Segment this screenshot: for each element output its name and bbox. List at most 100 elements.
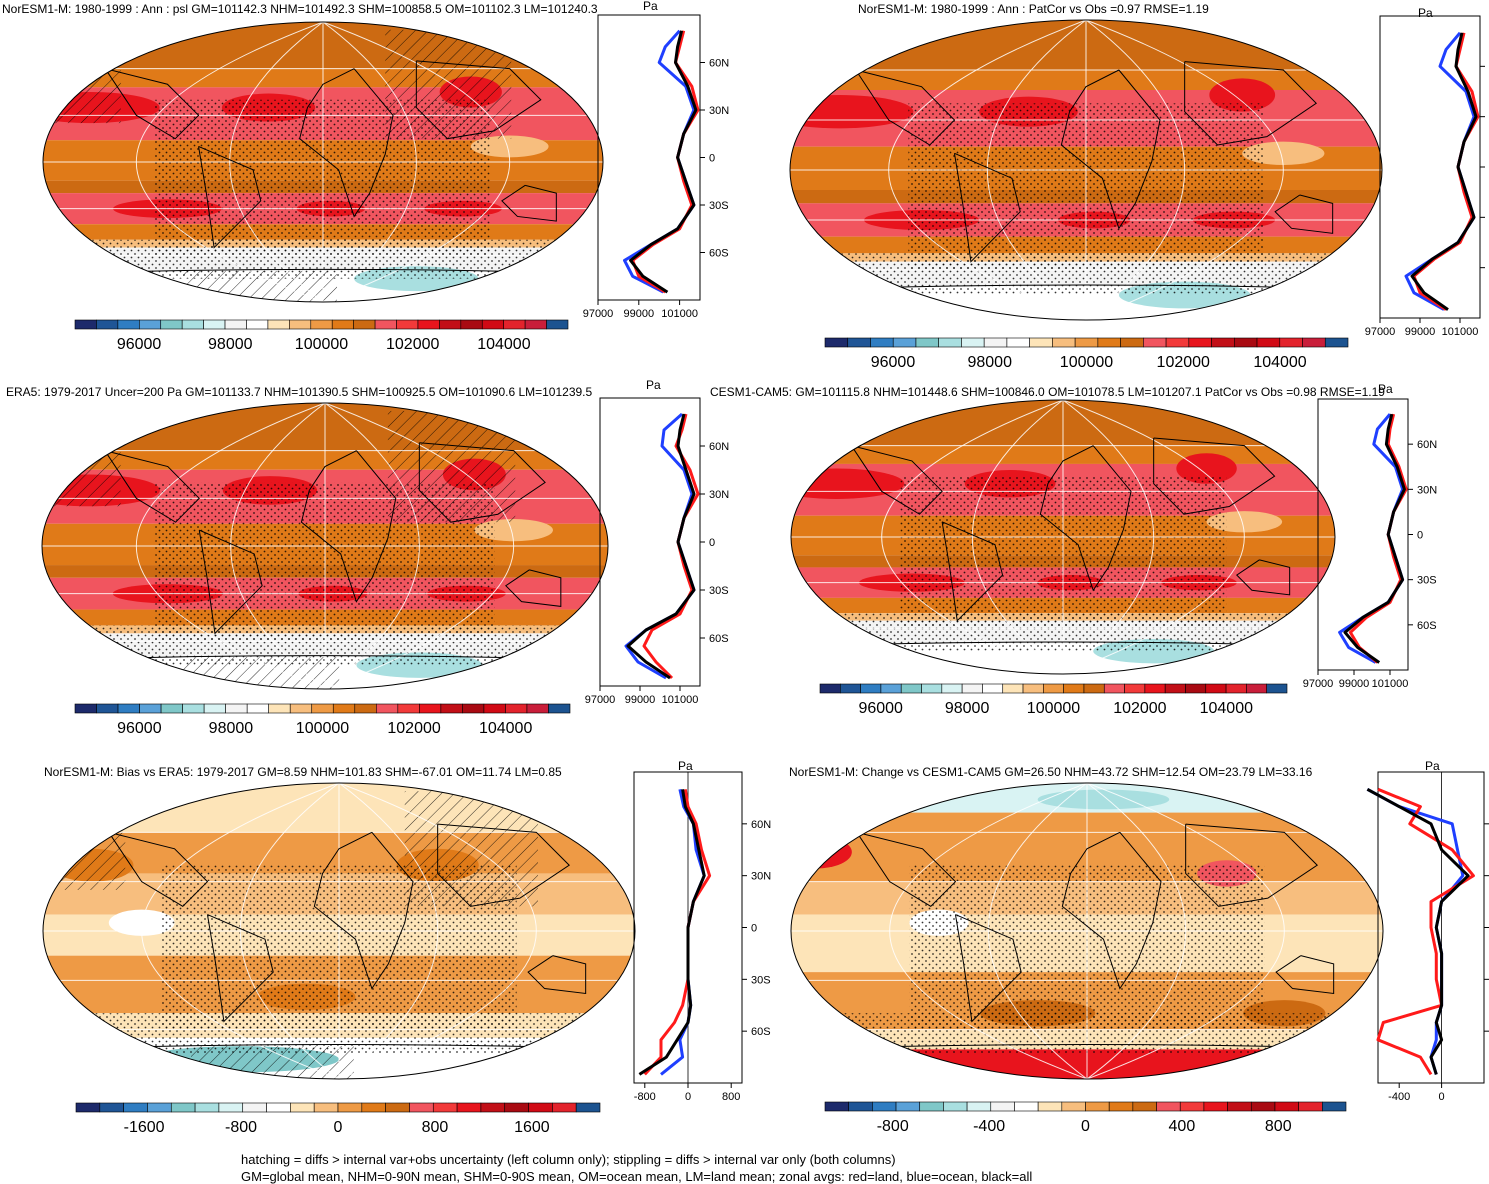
- colorbar-label: 400: [1169, 1118, 1196, 1135]
- value-tick-label: 97000: [585, 694, 616, 706]
- colorbar-swatch: [181, 319, 204, 330]
- map-psl-noresm: [42, 21, 604, 303]
- unit-label: Pa: [1378, 382, 1393, 396]
- coastline: [313, 831, 414, 990]
- coastline: [415, 60, 542, 140]
- colorbar-label: 104000: [1200, 700, 1253, 717]
- colorbar-swatch: [990, 1101, 1015, 1112]
- profile-frame: [599, 397, 701, 687]
- graticule-meridian: [136, 22, 324, 302]
- colorbar-swatch: [440, 703, 463, 714]
- colorbar-swatch: [267, 319, 290, 330]
- coastline: [108, 831, 209, 907]
- colorbar-swatch: [1052, 337, 1076, 348]
- lat-tick-label: 60S: [1417, 620, 1437, 632]
- graticule-meridian: [338, 783, 438, 1079]
- unit-label: Pa: [1418, 6, 1433, 20]
- map-psl-cesm: [790, 399, 1336, 675]
- colorbar-label: 102000: [387, 720, 440, 737]
- map-field: [42, 403, 608, 689]
- graticule-meridian: [141, 783, 340, 1079]
- contour-blob: [1037, 789, 1170, 810]
- colorbar-label: 98000: [967, 354, 1012, 371]
- colorbar-swatch: [1266, 683, 1288, 694]
- colorbar-swatch: [938, 337, 962, 348]
- map-border: [790, 782, 1384, 1080]
- colorbar-swatch: [526, 703, 549, 714]
- coastline: [855, 69, 956, 146]
- colorbar-swatch: [1324, 337, 1349, 348]
- colorbar-swatch: [160, 319, 183, 330]
- colorbar-swatch: [1274, 1101, 1299, 1112]
- colorbar-swatch: [819, 683, 841, 694]
- colorbar-label: -1600: [124, 1119, 165, 1136]
- colorbar-swatch: [481, 319, 504, 330]
- colorbar-swatch: [123, 1102, 148, 1113]
- value-tick-label: 99000: [1339, 678, 1370, 690]
- colorbar-swatch: [860, 683, 882, 694]
- value-tick-label: -400: [1388, 1091, 1410, 1103]
- coastline: [418, 442, 546, 523]
- colorbar-swatch: [1037, 1101, 1063, 1112]
- footer-line-2: GM=global mean, NHM=0-90N mean, SHM=0-90…: [241, 1169, 1032, 1184]
- graticule-meridian: [1086, 783, 1186, 1079]
- colorbar-swatch: [1302, 337, 1326, 348]
- profile-series-ocean: [623, 29, 696, 294]
- colorbar-swatch: [310, 319, 333, 330]
- colorbar-swatch: [147, 1102, 172, 1113]
- coastline: [856, 831, 957, 907]
- colorbar-swatch: [848, 1101, 873, 1112]
- colorbar-swatch: [385, 1102, 410, 1113]
- colorbar-swatch: [961, 683, 983, 694]
- map-border: [42, 782, 636, 1080]
- colorbar-label: 96000: [871, 354, 916, 371]
- value-tick-label: 99000: [624, 308, 655, 320]
- colorbar-label: 100000: [296, 720, 349, 737]
- colorbar-swatch: [96, 319, 119, 330]
- colorbar-swatch: [1225, 683, 1247, 694]
- colorbar-swatch: [439, 319, 462, 330]
- lat-tick-label: 0: [751, 923, 757, 935]
- graticule-meridian: [240, 783, 340, 1079]
- colorbar-label: 96000: [858, 700, 903, 717]
- colorbar-swatch: [1179, 1101, 1205, 1112]
- coastline: [104, 450, 200, 523]
- colorbar-swatch: [943, 1101, 968, 1112]
- lat-tick-label: 60S: [709, 633, 729, 645]
- colorbar-swatch: [1279, 337, 1303, 348]
- colorbar-swatch: [182, 703, 205, 714]
- colorbar-label: 100000: [1027, 700, 1080, 717]
- colorbar-swatch: [361, 1102, 386, 1113]
- colorbar-swatch: [417, 319, 440, 330]
- colorbar-swatch: [96, 703, 119, 714]
- colorbar-swatch: [1061, 1101, 1086, 1112]
- colorbar-swatch: [376, 703, 399, 714]
- colorbar-swatch: [504, 1102, 529, 1113]
- contour-blob: [108, 909, 175, 936]
- colorbar-label: 102000: [1157, 354, 1210, 371]
- colorbar-swatch: [941, 683, 963, 694]
- lat-tick-label: 30S: [751, 974, 771, 986]
- colorbar-p5: -1600 -800 0 800 1600: [75, 1102, 601, 1136]
- lat-tick-label: 0: [1417, 530, 1423, 542]
- colorbar-label: 102000: [1113, 700, 1166, 717]
- colorbar-swatch: [1029, 337, 1053, 348]
- zonal-profile-p5: 60N 30N 0 30S 60S -800 0 800: [633, 771, 771, 1103]
- colorbar-swatch: [139, 319, 162, 330]
- colorbar-swatch: [528, 1102, 553, 1113]
- map-bias-era5: [42, 782, 636, 1080]
- value-tick-label: 800: [722, 1091, 740, 1103]
- map-field: [43, 22, 603, 302]
- profile-series-ocean: [1404, 31, 1476, 311]
- colorbar-swatch: [311, 703, 334, 714]
- coastline: [1184, 61, 1317, 146]
- graticule-meridian: [1085, 20, 1284, 320]
- colorbar-label: 98000: [209, 720, 254, 737]
- value-tick-label: 101000: [1442, 326, 1479, 338]
- graticule-meridian: [988, 783, 1088, 1079]
- colorbar-swatch: [75, 1102, 101, 1113]
- profile-series-land: [643, 789, 712, 1076]
- colorbar-swatch: [74, 703, 97, 714]
- colorbar-label: 98000: [945, 700, 990, 717]
